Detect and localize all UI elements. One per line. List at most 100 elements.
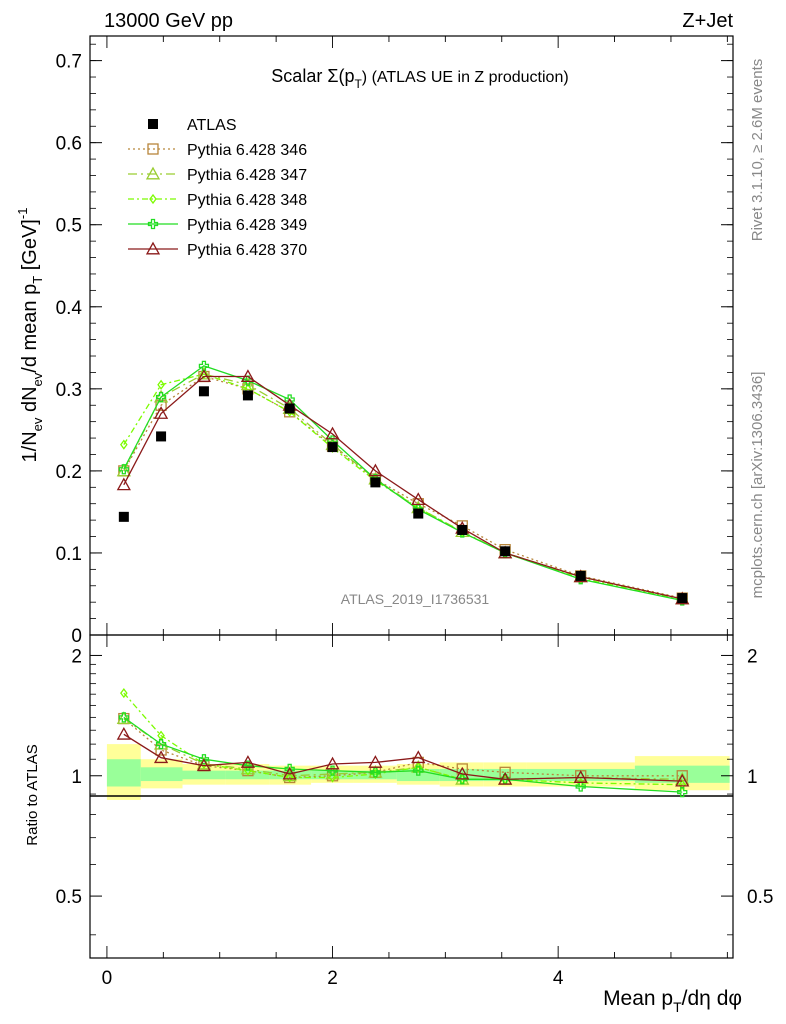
main-series-4 xyxy=(116,369,690,605)
main-series-1-point xyxy=(240,377,256,391)
main-series-4-point xyxy=(325,426,340,440)
atlas-data-point xyxy=(457,524,468,535)
atlas-data-point xyxy=(370,477,381,488)
ratio-series-4-point xyxy=(196,758,212,772)
main-series-0 xyxy=(118,370,688,604)
ratio-series-3-point xyxy=(198,754,210,765)
main-series-line-4 xyxy=(123,375,683,600)
ratio-series-4-point xyxy=(498,771,513,785)
main-series-4-point xyxy=(116,477,131,491)
x-axis-label: Mean pT/dη dφ xyxy=(603,987,742,1015)
main-series-3-point xyxy=(198,360,210,372)
main-series-line-1 xyxy=(123,373,683,600)
ratio-y-tick-label-right: 1 xyxy=(747,767,758,788)
legend: ATLAS Pythia 6.428 346 Pythia 6.428 347 Pyt… xyxy=(128,117,307,259)
main-series-line-0 xyxy=(123,375,683,599)
ratio-axes: 0.5 0.5 1 1 2 2 0 2 4 xyxy=(56,635,773,989)
ratio-series-0-point xyxy=(155,744,167,756)
legend-marker xyxy=(145,241,161,255)
legend-marker xyxy=(149,193,157,205)
main-series-2 xyxy=(120,368,687,605)
main-series-4-point xyxy=(153,406,169,419)
ratio-series-3 xyxy=(118,712,688,798)
atlas-data-point xyxy=(198,386,209,397)
legend-marker xyxy=(148,119,158,129)
ratio-y-tick-label: 2 xyxy=(71,646,82,667)
atlas-data xyxy=(118,386,688,604)
atlas-data-point xyxy=(242,390,253,401)
main-series-2-point xyxy=(200,368,208,380)
ratio-series-3-point xyxy=(370,767,381,778)
atlas-data-point xyxy=(413,508,424,519)
main-series-0-point xyxy=(155,399,167,411)
legend-entry-0: ATLAS xyxy=(148,117,237,134)
ratio-series-2-point xyxy=(120,688,128,699)
analysis-tag: ATLAS_2019_I1736531 xyxy=(341,591,490,607)
main-series-line-2 xyxy=(123,373,683,601)
ratio-series-line-3 xyxy=(123,716,683,793)
legend-label: Pythia 6.428 347 xyxy=(187,167,307,184)
ratio-series-3-point xyxy=(677,786,688,798)
atlas-data-point xyxy=(677,593,688,604)
ratio-series-layer xyxy=(116,688,690,798)
atlas-data-point xyxy=(327,442,338,453)
ratio-series-3-point xyxy=(118,712,129,723)
ratio-y-tick-label-right: 2 xyxy=(747,646,758,667)
x-tick-label: 2 xyxy=(327,968,338,989)
atlas-data-point xyxy=(500,546,511,557)
ratio-series-3-point xyxy=(413,765,424,776)
ratio-series-3-point xyxy=(457,774,468,785)
ratio-series-4-point xyxy=(282,766,297,780)
main-series-line-3 xyxy=(123,365,683,602)
ratio-series-4-point xyxy=(455,766,470,780)
legend-entry-4: Pythia 6.428 349 xyxy=(128,217,307,234)
ratio-y-tick-label: 0.5 xyxy=(56,887,82,908)
main-y-tick-label: 0.4 xyxy=(56,298,83,319)
header-energy: 13000 GeV pp xyxy=(104,10,233,32)
main-axes: 0 0.1 0.2 0.3 0.4 0.5 0.6 0.7 xyxy=(56,36,733,647)
ratio-series-1-point xyxy=(325,766,340,780)
legend-entry-3: Pythia 6.428 348 xyxy=(128,192,307,209)
ratio-frame xyxy=(89,634,734,959)
legend-label: ATLAS xyxy=(187,117,237,134)
ratio-band-green xyxy=(140,767,183,782)
ratio-series-2-point xyxy=(285,772,294,783)
main-series-3-point xyxy=(118,464,129,475)
legend-label: Pythia 6.428 348 xyxy=(187,192,307,209)
ratio-series-3-point xyxy=(155,738,167,750)
main-series-4-point xyxy=(368,463,383,477)
ratio-panel: 0.5 0.5 1 1 2 2 0 2 4 Ratio to ATLAS Mean pT/dη … xyxy=(24,634,773,1015)
ratio-series-4-point xyxy=(153,750,169,764)
chart-title: Scalar Σ(pT) (ATLAS UE in Z production) xyxy=(271,66,568,91)
ratio-series-4-point xyxy=(240,755,256,768)
main-panel: 0 0.1 0.2 0.3 0.4 0.5 0.6 0.7 Scalar Σ(pT) (ATL… xyxy=(15,35,734,647)
header-process: Z+Jet xyxy=(682,10,733,32)
main-y-tick-label: 0.6 xyxy=(56,134,82,155)
x-tick-label: 0 xyxy=(102,968,113,989)
legend-label: Pythia 6.428 349 xyxy=(187,217,307,234)
ratio-series-line-0 xyxy=(123,718,683,779)
ratio-series-2-point xyxy=(678,779,687,790)
main-series-4-point xyxy=(240,369,256,382)
atlas-data-point xyxy=(575,570,586,581)
legend-marker xyxy=(145,166,161,180)
main-series-2-point xyxy=(120,439,128,450)
ratio-series-0-point xyxy=(499,766,511,778)
ratio-series-4 xyxy=(116,726,690,787)
ratio-series-line-1 xyxy=(123,718,683,780)
legend-marker xyxy=(147,218,159,230)
main-y-tick-label: 0.3 xyxy=(56,380,82,401)
main-y-tick-label: 0.7 xyxy=(56,52,82,73)
mcplots-label: mcplots.cern.ch [arXiv:1306.3436] xyxy=(749,372,766,599)
main-y-tick-label: 0.5 xyxy=(56,216,82,237)
ratio-band-green xyxy=(106,759,141,787)
legend-entry-2: Pythia 6.428 347 xyxy=(128,166,307,184)
main-series-4-point xyxy=(411,492,426,506)
ratio-series-2-point xyxy=(328,772,337,783)
legend-entry-5: Pythia 6.428 370 xyxy=(128,241,307,259)
ratio-series-1-point xyxy=(675,771,690,785)
ratio-y-axis-label: Ratio to ATLAS xyxy=(24,744,41,845)
legend-marker xyxy=(147,143,159,155)
main-series-3-point xyxy=(155,391,167,403)
